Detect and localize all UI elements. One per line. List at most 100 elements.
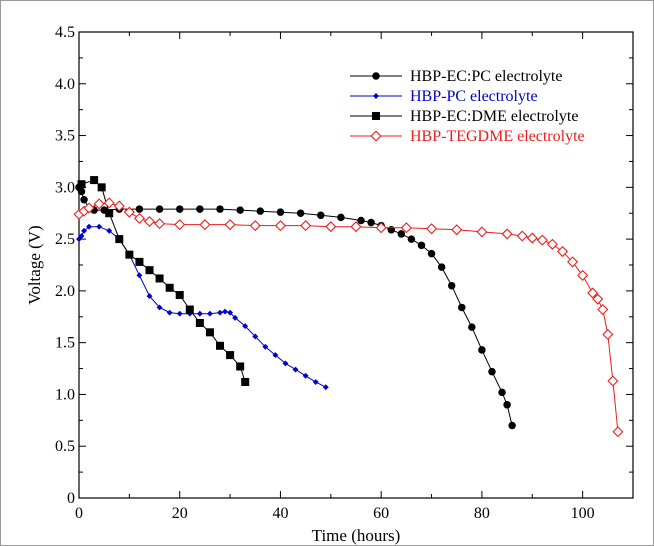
data-point: [216, 341, 225, 350]
data-point: [536, 234, 548, 246]
y-tick-label: 4.0: [55, 76, 75, 93]
data-point: [236, 362, 245, 371]
data-point: [236, 206, 244, 214]
legend-item: HBP-EC:DME electrolyte: [350, 108, 578, 125]
legend-item: HBP-EC:PC electrolyte: [350, 68, 562, 85]
axes: 0 0.5 1.0 1.5 2.0 2.5 3.0 3.5 4.0 4.5 0 20 40 60 80 100…: [25, 24, 634, 545]
data-point: [282, 360, 289, 367]
data-point: [300, 220, 312, 232]
data-point: [103, 197, 115, 209]
data-point: [175, 291, 184, 300]
legend-label: HBP-EC:DME electrolyte: [410, 108, 578, 125]
data-point: [241, 378, 250, 387]
legend-item: HBP-TEGDME electrolyte: [350, 128, 585, 145]
data-point: [81, 227, 87, 234]
data-point: [367, 218, 375, 227]
data-point: [166, 309, 173, 316]
series-line: [78, 226, 327, 388]
y-tick-label: 0: [67, 490, 75, 507]
data-point: [217, 309, 223, 316]
y-tick-label: 1.5: [55, 335, 75, 352]
data-point: [296, 209, 305, 217]
data-point: [77, 180, 86, 189]
x-tick-label: 80: [474, 505, 490, 522]
data-point: [546, 238, 558, 250]
data-point: [612, 426, 624, 438]
data-point: [205, 328, 214, 337]
data-point: [503, 401, 511, 409]
data-point: [597, 304, 609, 316]
y-tick-label: 0.5: [55, 438, 75, 455]
data-point: [77, 187, 86, 196]
data-point: [451, 224, 463, 236]
data-point: [400, 222, 412, 234]
data-point: [498, 388, 506, 397]
data-point: [176, 310, 183, 317]
x-tick-label: 0: [75, 505, 83, 522]
data-point: [165, 283, 174, 292]
data-point: [312, 379, 319, 385]
data-point: [526, 232, 538, 244]
x-tick-label: 40: [272, 505, 288, 522]
data-point: [375, 222, 387, 234]
data-point: [252, 333, 259, 340]
data-point: [316, 211, 325, 220]
data-point: [577, 269, 589, 281]
data-point: [516, 230, 528, 242]
data-point: [417, 241, 426, 250]
data-point: [607, 375, 619, 387]
y-tick-label: 4.5: [55, 24, 75, 41]
data-point: [357, 216, 365, 225]
data-point: [276, 208, 285, 216]
data-point: [232, 314, 239, 321]
data-point: [146, 293, 153, 300]
data-point: [105, 209, 114, 218]
data-point: [488, 367, 496, 376]
data-point: [90, 176, 99, 185]
x-tick-label: 60: [373, 505, 389, 522]
series-line: [78, 202, 619, 432]
data-point: [350, 221, 362, 233]
data-point: [426, 223, 438, 235]
data-point: [93, 198, 105, 210]
y-tick-label: 2.5: [55, 231, 75, 248]
data-point: [337, 213, 345, 222]
data-point: [262, 343, 269, 350]
y-tick-label: 3.0: [55, 179, 75, 196]
data-point: [556, 246, 569, 258]
data-point: [156, 304, 163, 311]
data-point: [387, 226, 396, 234]
series-2: [77, 176, 250, 387]
y-tick-label: 2.0: [55, 283, 75, 300]
data-point: [135, 257, 144, 266]
data-point: [592, 293, 604, 305]
data-point: [602, 328, 614, 340]
data-point: [325, 221, 337, 233]
data-point: [567, 256, 579, 268]
data-point: [113, 200, 125, 212]
data-point: [145, 266, 154, 275]
y-axis-title: Voltage (V): [25, 225, 44, 304]
data-point: [427, 249, 436, 258]
data-point: [96, 223, 103, 230]
data-point: [155, 274, 164, 283]
data-point: [302, 372, 309, 379]
data-point: [125, 250, 134, 259]
data-point: [249, 220, 261, 232]
data-point: [174, 219, 186, 231]
data-point: [115, 235, 124, 244]
data-point: [227, 309, 234, 316]
series-1: [76, 223, 329, 391]
data-point: [437, 263, 446, 271]
data-point: [97, 183, 106, 192]
data-point: [322, 384, 329, 391]
data-point: [80, 196, 88, 204]
data-point: [136, 272, 143, 279]
data-point: [196, 310, 203, 317]
data-point: [185, 305, 194, 314]
x-tick-label: 100: [571, 505, 595, 522]
data-point: [587, 287, 599, 299]
x-tick-label: 20: [172, 505, 188, 522]
data-point: [199, 219, 211, 231]
